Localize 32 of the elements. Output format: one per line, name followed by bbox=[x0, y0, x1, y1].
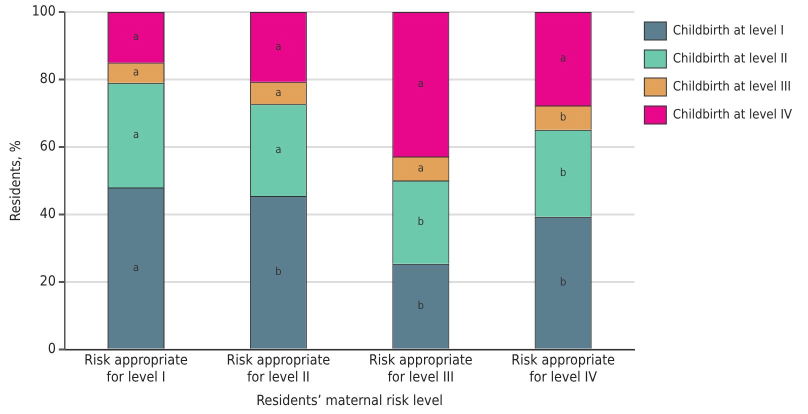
x-tick-label: Risk appropriate for level III bbox=[369, 352, 473, 386]
x-tick-label: Risk appropriate for level IV bbox=[511, 352, 616, 386]
y-tick-label: 100 bbox=[32, 4, 56, 20]
y-tick-label: 80 bbox=[40, 71, 56, 88]
data-label: a bbox=[418, 77, 424, 90]
x-tick-label: Risk appropriate for level II bbox=[226, 352, 330, 386]
y-axis-title: Residents, % bbox=[8, 140, 24, 222]
data-label: a bbox=[132, 260, 140, 274]
data-label: a bbox=[560, 52, 566, 65]
legend-label: Childbirth at level I bbox=[672, 23, 784, 38]
y-tick-label: 60 bbox=[40, 138, 56, 155]
x-tick-label: Risk appropriate for level I bbox=[84, 352, 188, 386]
data-label: a bbox=[132, 128, 140, 142]
legend-label: Childbirth at level III bbox=[672, 79, 791, 94]
data-label: b bbox=[418, 215, 424, 228]
data-label: a bbox=[275, 40, 282, 53]
data-label: a bbox=[132, 30, 140, 44]
data-label: a bbox=[275, 86, 282, 99]
data-label: b bbox=[275, 265, 282, 278]
data-label: b bbox=[560, 276, 566, 289]
y-tick-label: 20 bbox=[40, 274, 56, 290]
legend-label: Childbirth at level II bbox=[672, 51, 788, 66]
data-label: b bbox=[560, 110, 566, 124]
y-tick-label: 40 bbox=[40, 206, 56, 222]
data-label: a bbox=[275, 142, 282, 156]
data-label: b bbox=[418, 299, 424, 312]
data-label: b bbox=[560, 166, 566, 180]
data-label: a bbox=[132, 66, 140, 79]
x-axis-title: Residents’ maternal risk level bbox=[256, 393, 443, 410]
y-tick-label: 0 bbox=[48, 341, 56, 358]
data-label: a bbox=[418, 161, 424, 174]
legend-label: Childbirth at level IV bbox=[672, 107, 792, 122]
